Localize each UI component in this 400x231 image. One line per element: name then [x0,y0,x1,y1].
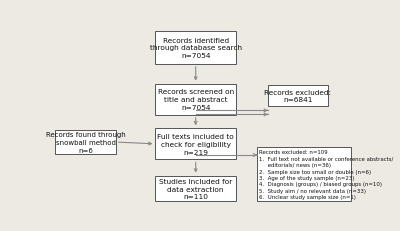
FancyBboxPatch shape [268,86,328,106]
FancyBboxPatch shape [155,129,236,160]
Text: Records screened on
title and abstract
n=7054: Records screened on title and abstract n… [158,89,234,110]
FancyBboxPatch shape [155,84,236,115]
Text: Records identified
through database search
n=7054: Records identified through database sear… [150,37,242,59]
Text: Records excluded: n=109
1.  Full text not available or conference abstracts/
   : Records excluded: n=109 1. Full text not… [260,150,394,199]
Text: Records excluded:
n=6841: Records excluded: n=6841 [264,89,332,103]
Text: Records found through
snowball method
n=6: Records found through snowball method n=… [46,132,126,153]
Text: Studies included for
data extraction
n=110: Studies included for data extraction n=1… [159,178,232,199]
Text: Full texts included to
check for eligibility
n=219: Full texts included to check for eligibi… [157,134,234,155]
FancyBboxPatch shape [155,176,236,202]
FancyBboxPatch shape [56,131,116,154]
FancyBboxPatch shape [257,147,352,202]
FancyBboxPatch shape [155,32,236,65]
